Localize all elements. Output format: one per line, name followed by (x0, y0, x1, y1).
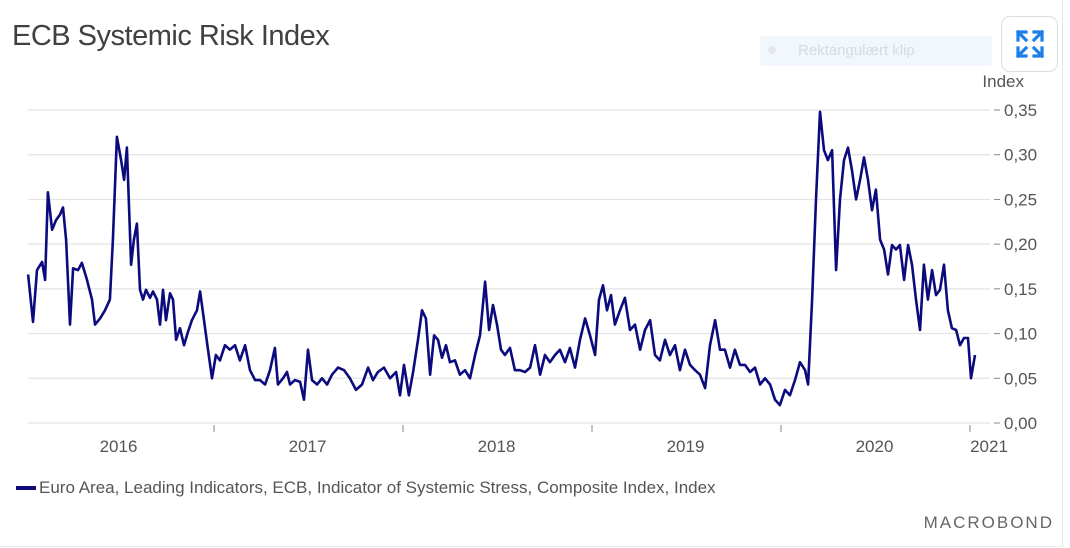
record-dot-icon (768, 46, 776, 54)
y-tick-label: 0,15 (1004, 280, 1037, 299)
y-axis-label: Index (982, 72, 1024, 91)
y-tick-label: 0,05 (1004, 369, 1037, 388)
rectangular-clip-overlay: Rektangulært klip (760, 36, 992, 66)
y-tick-label: 0,00 (1004, 414, 1037, 433)
x-tick-label: 2017 (289, 437, 327, 456)
legend-swatch (16, 486, 36, 490)
x-tick-label: 2016 (100, 437, 138, 456)
legend-label: Euro Area, Leading Indicators, ECB, Indi… (39, 478, 716, 497)
expand-button[interactable] (1001, 16, 1058, 72)
y-tick-label: 0,25 (1004, 190, 1037, 209)
y-tick-label: 0,20 (1004, 235, 1037, 254)
x-tick-label: 2019 (667, 437, 705, 456)
chart-title: ECB Systemic Risk Index (12, 20, 330, 52)
y-tick-label: 0,35 (1004, 101, 1037, 120)
macrobond-logo: MACROBOND (923, 513, 1054, 532)
x-tick-label: 2021 (970, 437, 1008, 456)
line-chart: Index 0,00 0,05 0,10 0,15 0,20 0,25 0,30 0,35 2… (26, 72, 1037, 456)
x-tick-label: 2020 (856, 437, 894, 456)
expand-arrows-icon (1015, 29, 1044, 59)
y-tick-label: 0,10 (1004, 325, 1037, 344)
x-tick-label: 2018 (478, 437, 516, 456)
clip-label: Rektangulært klip (798, 42, 915, 59)
y-tick-label: 0,30 (1004, 146, 1037, 165)
series-line (26, 110, 977, 407)
legend: Euro Area, Leading Indicators, ECB, Indi… (16, 478, 716, 498)
